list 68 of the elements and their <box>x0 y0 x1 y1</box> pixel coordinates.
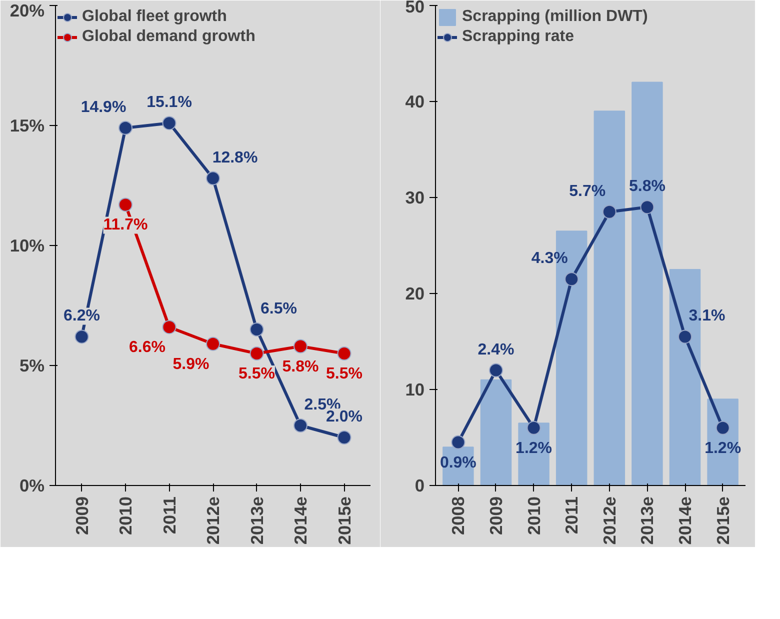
point <box>488 363 503 378</box>
y-tick-label: 50 <box>405 0 425 16</box>
x-tick-label: 2014e <box>290 496 310 545</box>
point <box>640 200 654 214</box>
y-tick-label: 20% <box>10 0 45 20</box>
data-label: 5.7% <box>569 182 606 200</box>
data-label: 5.9% <box>172 356 210 373</box>
data-label: 5.5% <box>326 366 362 382</box>
x-tick-label: 2012e <box>203 496 223 545</box>
y-tick-label: 5% <box>19 356 44 376</box>
point <box>337 430 352 444</box>
data-label: 14.9% <box>80 98 126 116</box>
legend-label: Global demand growth <box>82 28 256 46</box>
point <box>250 346 264 360</box>
y-tick-label: 15% <box>10 116 45 136</box>
y-tick-label: 30 <box>405 188 425 208</box>
point <box>162 116 176 130</box>
data-label: 5.8% <box>282 358 319 376</box>
x-tick-label: 2011 <box>562 496 582 534</box>
point <box>337 346 352 360</box>
x-tick-label: 2014e <box>675 496 696 545</box>
point <box>602 204 616 219</box>
point <box>162 320 176 334</box>
y-tick-label: 0 <box>414 476 425 496</box>
y-tick-label: 10 <box>405 380 425 400</box>
data-label: 11.7% <box>103 216 148 234</box>
point <box>206 336 220 351</box>
point <box>564 272 579 286</box>
data-label: 5.5% <box>238 366 275 382</box>
data-label: 6.2% <box>64 308 100 325</box>
x-tick-label: 2010 <box>524 496 544 536</box>
y-tick-label: 10% <box>10 236 45 256</box>
point <box>526 420 541 435</box>
x-tick-label: 2010 <box>116 496 136 536</box>
legend-label: Global fleet growth <box>82 8 227 26</box>
x-tick-label: 2013e <box>246 496 267 545</box>
x-tick-label: 2008 <box>448 496 468 536</box>
y-tick-label: 0% <box>19 476 44 496</box>
y-tick-label: 40 <box>405 92 425 112</box>
x-tick-label: 2009 <box>486 496 506 536</box>
x-tick-label: 2015e <box>712 496 733 545</box>
point <box>118 120 132 135</box>
data-label: 12.8% <box>212 149 258 166</box>
data-label: 4.3% <box>531 250 568 268</box>
point <box>206 171 220 186</box>
x-tick-label: 2012e <box>599 496 620 545</box>
x-tick-label: 2011 <box>159 496 180 534</box>
data-label: 3.1% <box>688 308 726 325</box>
point <box>294 418 308 432</box>
x-tick-label: 2013e <box>637 496 658 545</box>
x-tick-label: 2015e <box>334 496 354 545</box>
bar <box>632 82 663 486</box>
point <box>118 198 132 212</box>
data-label: 6.6% <box>129 339 166 356</box>
point <box>250 322 264 336</box>
data-label: 6.5% <box>260 300 297 318</box>
point <box>294 339 308 354</box>
data-label: 15.1% <box>146 94 192 112</box>
legend-label: Scrapping (million DWT) <box>462 8 648 26</box>
bar <box>480 379 512 486</box>
point <box>74 330 89 344</box>
data-label: 2.4% <box>478 341 514 358</box>
point <box>678 330 692 344</box>
y-tick-label: 20 <box>405 284 425 304</box>
x-tick-label: 2009 <box>72 496 92 536</box>
point <box>451 435 466 450</box>
legend-label: Scrapping rate <box>462 28 574 46</box>
point <box>716 420 730 435</box>
